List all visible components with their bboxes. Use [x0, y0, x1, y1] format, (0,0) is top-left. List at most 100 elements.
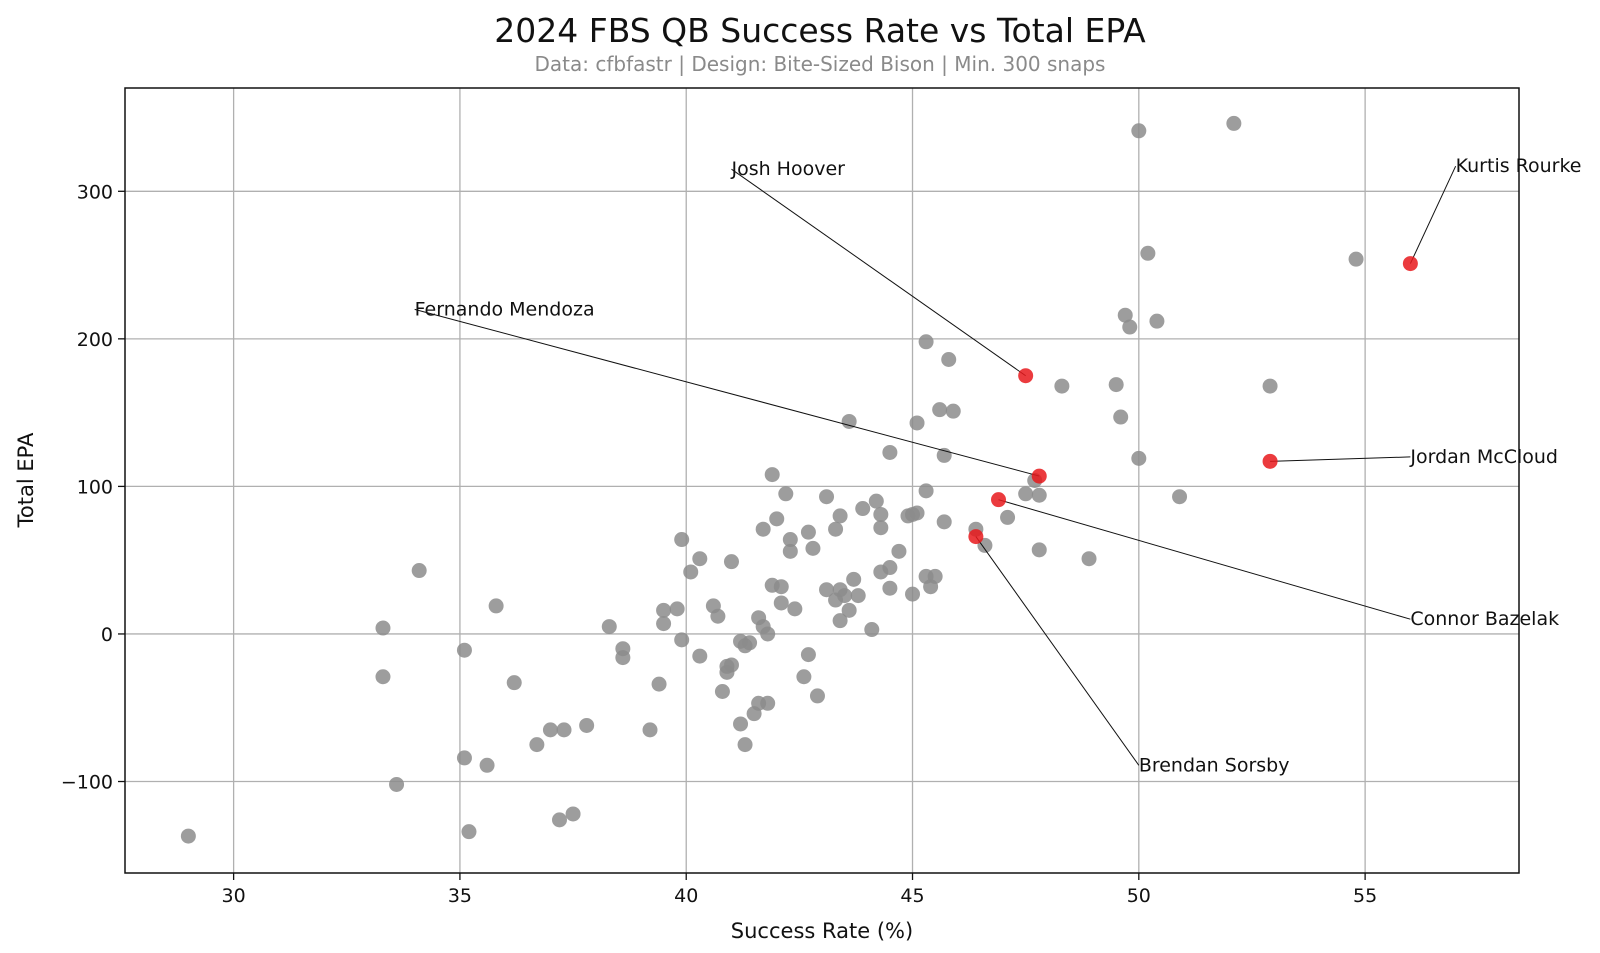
data-point [873, 506, 889, 522]
annotation-label: Josh Hoover [730, 158, 845, 180]
data-point [805, 540, 821, 556]
data-point [773, 595, 789, 611]
annotation-leader-line [1270, 456, 1411, 462]
data-point [832, 508, 848, 524]
data-point [819, 582, 835, 598]
y-axis-label: Total EPA [14, 432, 38, 528]
data-point [782, 543, 798, 559]
data-point [601, 619, 617, 635]
data-point [674, 532, 690, 548]
data-point [841, 602, 857, 618]
data-point [479, 757, 495, 773]
data-point [941, 352, 957, 368]
data-point [456, 642, 472, 658]
x-tick-label: 30 [222, 885, 246, 907]
data-point [837, 588, 853, 604]
x-tick-label: 35 [448, 885, 472, 907]
data-point [461, 824, 477, 840]
annotation-leader-line [975, 536, 1140, 766]
plot-frame [124, 87, 1520, 874]
data-point [180, 828, 196, 844]
data-point [1054, 378, 1070, 394]
y-tick-label: 200 [77, 329, 113, 351]
data-point [723, 554, 739, 570]
data-point [945, 403, 961, 419]
data-point [809, 688, 825, 704]
data-point [828, 521, 844, 537]
data-point [819, 489, 835, 505]
data-point [1113, 409, 1129, 425]
data-points [180, 115, 1364, 844]
data-point [800, 647, 816, 663]
data-point [1348, 251, 1364, 267]
annotation-leader-line [998, 499, 1411, 620]
data-point [1262, 378, 1278, 394]
data-point [1018, 486, 1034, 502]
data-point [882, 580, 898, 596]
data-point [778, 486, 794, 502]
highlighted-point [1018, 368, 1034, 384]
data-point [723, 657, 739, 673]
y-tick-label: −100 [61, 772, 113, 794]
data-point [656, 616, 672, 632]
x-axis-label: Success Rate (%) [731, 919, 913, 943]
x-tick-label: 40 [674, 885, 698, 907]
data-point [882, 444, 898, 460]
data-point [850, 588, 866, 604]
data-point [651, 676, 667, 692]
data-point [1140, 245, 1156, 261]
data-point [375, 669, 391, 685]
data-point [782, 532, 798, 548]
data-point [787, 601, 803, 617]
data-point [529, 737, 545, 753]
data-point [683, 564, 699, 580]
y-tick-label: 100 [77, 476, 113, 498]
data-point [411, 563, 427, 579]
data-point [918, 483, 934, 499]
data-point [1172, 489, 1188, 505]
data-point [905, 586, 921, 602]
data-point [692, 551, 708, 567]
data-point [909, 415, 925, 431]
data-point [551, 812, 567, 828]
data-point [1031, 542, 1047, 558]
x-tick-label: 50 [1127, 885, 1151, 907]
data-point [936, 514, 952, 530]
data-point [733, 716, 749, 732]
data-point [389, 776, 405, 792]
axis-ticks: 30 35 40 45 50 55 −100 0 100 200 300 [61, 181, 1377, 907]
data-point [656, 602, 672, 618]
annotation-label: Fernando Mendoza [415, 298, 595, 320]
data-point [710, 608, 726, 624]
data-point [1149, 313, 1165, 329]
annotation-label: Connor Bazelak [1410, 608, 1559, 630]
data-point [1108, 377, 1124, 393]
data-point [579, 717, 595, 733]
data-point [882, 560, 898, 576]
data-point [1031, 487, 1047, 503]
data-point [615, 650, 631, 666]
data-point [891, 543, 907, 559]
data-point [864, 622, 880, 638]
highlighted-point [968, 529, 984, 545]
highlighted-point [1031, 468, 1047, 484]
data-point [1000, 509, 1016, 525]
data-point [764, 467, 780, 483]
data-point [855, 501, 871, 517]
data-point [1122, 319, 1138, 335]
data-point [1226, 115, 1242, 131]
data-point [642, 722, 658, 738]
data-point [873, 520, 889, 536]
data-point [456, 750, 472, 766]
data-point [1117, 307, 1133, 323]
data-point [773, 579, 789, 595]
data-point [1081, 551, 1097, 567]
data-point [506, 675, 522, 691]
highlighted-point [1402, 256, 1418, 272]
data-point [714, 684, 730, 700]
data-point [796, 669, 812, 685]
y-tick-label: 300 [77, 181, 113, 203]
data-point [742, 635, 758, 651]
